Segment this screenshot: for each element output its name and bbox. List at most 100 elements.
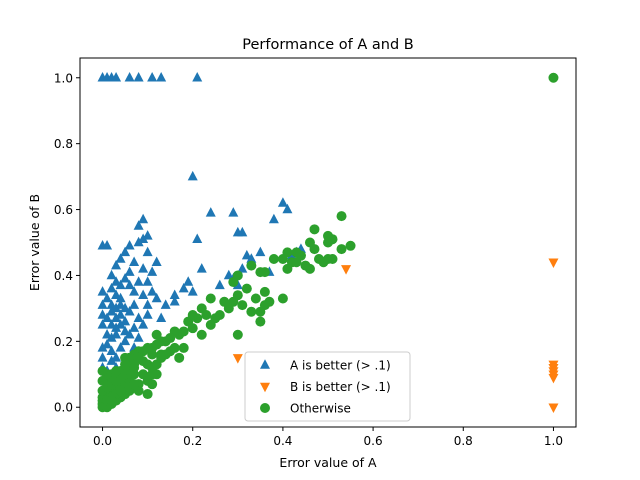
data-point: [133, 72, 144, 82]
data-point: [228, 277, 239, 288]
data-point: [187, 170, 198, 181]
y-tick-label: 0.4: [54, 269, 73, 283]
legend: A is better (> .1) B is better (> .1) Othe…: [244, 351, 411, 422]
data-point: [120, 335, 131, 346]
data-point: [138, 289, 149, 299]
legend-label: B is better (> .1): [290, 380, 391, 394]
legend-label: A is better (> .1): [290, 359, 391, 373]
data-point: [115, 385, 126, 396]
data-point: [228, 207, 239, 217]
data-point: [277, 197, 288, 207]
data-point: [124, 305, 135, 316]
data-point: [246, 253, 257, 263]
x-tick-label: 0.6: [364, 434, 383, 448]
data-point: [115, 342, 126, 352]
data-point: [133, 276, 144, 286]
x-tick-label: 0.2: [183, 434, 202, 448]
data-point: [142, 299, 153, 309]
data-point: [246, 306, 257, 317]
data-point: [327, 253, 338, 264]
data-point: [147, 286, 158, 296]
data-point: [147, 266, 158, 276]
data-point: [205, 319, 216, 330]
series-3: [97, 72, 559, 413]
data-point: [259, 286, 270, 297]
data-point: [151, 256, 162, 267]
data-point: [250, 293, 261, 304]
data-point: [129, 256, 140, 267]
series-1: [97, 72, 306, 375]
legend-box: [244, 351, 411, 422]
x-tick-label: 0.0: [93, 434, 112, 448]
data-point: [147, 72, 158, 82]
y-tick-label: 0.0: [54, 401, 73, 415]
data-point: [129, 362, 140, 373]
data-point: [183, 276, 194, 286]
data-point: [219, 296, 230, 307]
y-tick-label: 1.0: [54, 71, 73, 85]
data-point: [232, 354, 243, 364]
data-point: [102, 292, 113, 303]
data-point: [97, 286, 108, 296]
data-point: [232, 329, 243, 340]
data-point: [156, 312, 167, 323]
data-point: [133, 332, 144, 342]
data-point: [124, 329, 135, 339]
data-point: [111, 259, 122, 270]
data-point: [97, 365, 108, 376]
y-axis-label: Error value of B: [27, 194, 42, 291]
data-point: [192, 233, 203, 243]
data-point: [327, 234, 338, 245]
data-point: [124, 279, 135, 290]
axes: 0.0 0.2 0.4 0.6 0.8 1.0 0.0 0.2 0.4 0.6 0.8 1.0: [54, 71, 563, 448]
data-point: [97, 299, 108, 309]
data-point: [124, 266, 135, 276]
data-point: [192, 72, 203, 82]
data-point: [160, 299, 171, 309]
data-point: [169, 342, 180, 353]
data-point: [138, 319, 149, 329]
data-point: [120, 272, 131, 283]
x-tick-label: 1.0: [544, 434, 563, 448]
data-point: [97, 319, 108, 329]
data-point: [142, 389, 153, 400]
data-point: [102, 312, 113, 323]
data-point: [201, 309, 212, 320]
data-point: [291, 257, 302, 268]
data-point: [97, 342, 108, 352]
data-point: [286, 249, 297, 260]
data-point: [115, 309, 126, 319]
data-point: [313, 253, 324, 264]
data-point: [106, 282, 117, 293]
data-point: [187, 323, 198, 334]
data-point: [304, 263, 315, 274]
x-tick-label: 0.4: [273, 434, 292, 448]
data-point: [187, 286, 198, 296]
data-point: [120, 246, 131, 257]
data-point: [178, 282, 189, 293]
data-point: [115, 253, 126, 263]
data-point: [106, 355, 117, 365]
data-point: [255, 316, 266, 327]
data-point: [129, 322, 140, 332]
data-point: [102, 240, 113, 250]
data-point: [277, 253, 288, 264]
data-point: [336, 211, 347, 222]
data-point: [129, 379, 140, 390]
series-2: [232, 258, 559, 413]
data-point: [115, 279, 126, 290]
data-point: [336, 244, 347, 255]
data-point: [138, 213, 149, 224]
legend-label: Otherwise: [290, 402, 351, 416]
data-point: [106, 269, 117, 280]
data-point: [237, 226, 248, 237]
data-point: [277, 293, 288, 304]
data-point: [133, 220, 144, 230]
data-point: [241, 283, 252, 294]
data-point: [255, 246, 266, 257]
data-point: [133, 236, 144, 247]
data-point: [111, 365, 122, 376]
data-point: [111, 72, 122, 82]
data-point: [138, 263, 149, 273]
